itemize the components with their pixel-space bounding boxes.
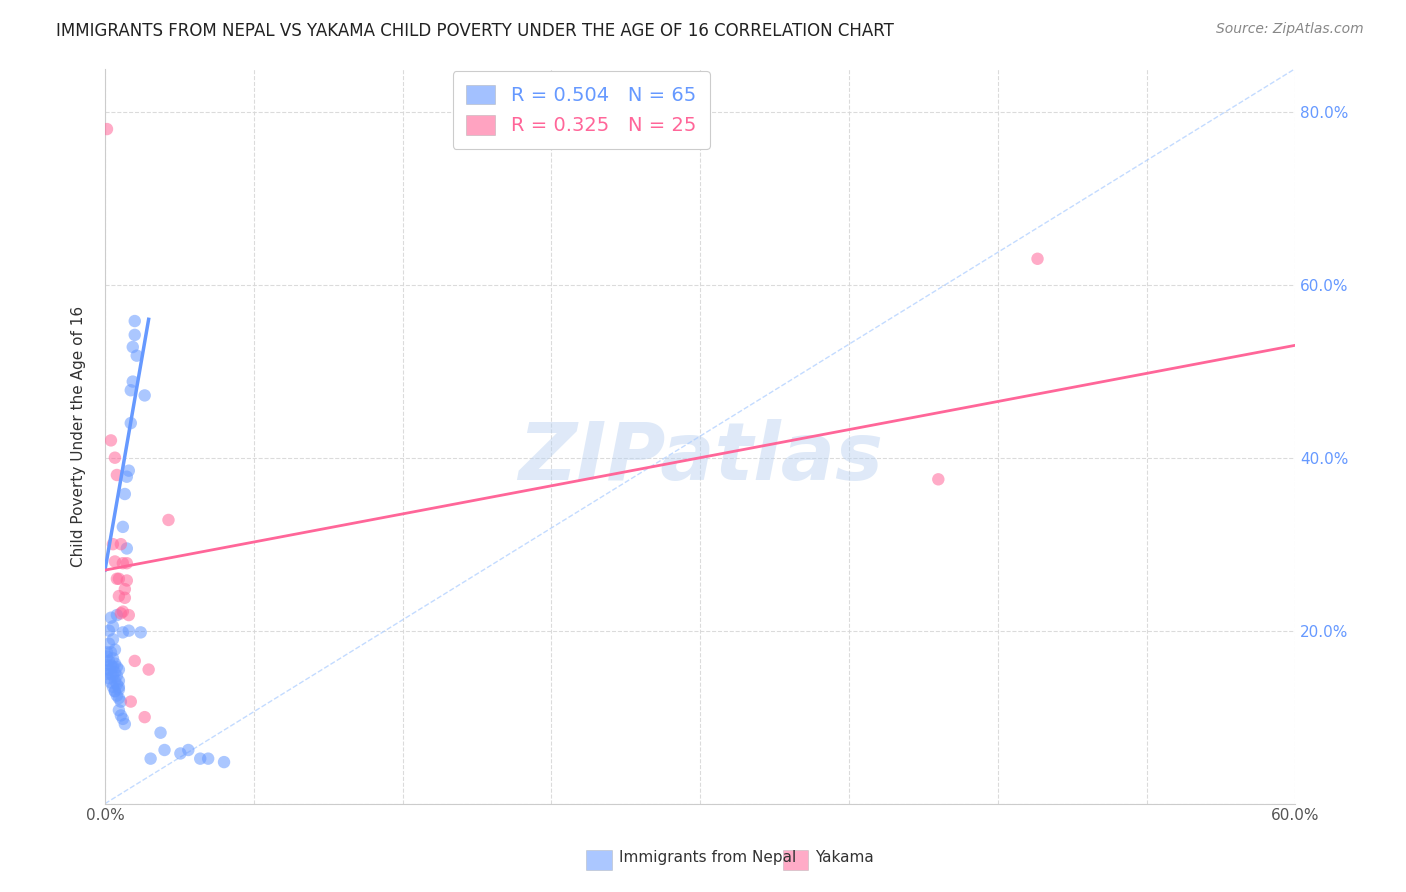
Point: [105, 668, 128, 682]
Point: [134, 710, 156, 724]
Point: [111, 556, 134, 570]
Point: [121, 340, 143, 354]
Point: [101, 668, 124, 682]
Point: [120, 383, 142, 397]
Point: [105, 689, 128, 703]
Point: [104, 657, 127, 671]
Point: [108, 682, 131, 697]
Point: [100, 666, 122, 681]
Point: [105, 608, 128, 623]
Point: [97, 654, 120, 668]
Point: [101, 660, 124, 674]
Point: [110, 708, 132, 723]
Legend: R = 0.504   N = 65, R = 0.325   N = 25: R = 0.504 N = 65, R = 0.325 N = 25: [453, 70, 710, 149]
Point: [1026, 252, 1049, 266]
Point: [134, 388, 156, 402]
Point: [124, 327, 146, 342]
Point: [110, 695, 132, 709]
Point: [124, 654, 146, 668]
Point: [97, 624, 120, 638]
Point: [104, 450, 127, 465]
Point: [125, 349, 148, 363]
Point: [104, 642, 127, 657]
Point: [111, 605, 134, 619]
Point: [111, 712, 134, 726]
Point: [115, 574, 138, 588]
Point: [101, 651, 124, 665]
Point: [100, 434, 122, 448]
Point: [105, 677, 128, 691]
Point: [100, 645, 122, 659]
Point: [157, 513, 180, 527]
Point: [197, 752, 219, 766]
Point: [108, 663, 131, 677]
Point: [149, 725, 172, 739]
Text: Yakama: Yakama: [815, 850, 875, 865]
Point: [118, 464, 141, 478]
Point: [108, 691, 131, 706]
Point: [96, 122, 118, 136]
Point: [114, 717, 136, 731]
Y-axis label: Child Poverty Under the Age of 16: Child Poverty Under the Age of 16: [72, 305, 86, 566]
Point: [108, 673, 131, 688]
Point: [101, 537, 124, 551]
Point: [138, 663, 160, 677]
Point: [124, 314, 146, 328]
Point: [114, 487, 136, 501]
Point: [212, 755, 235, 769]
Point: [188, 752, 211, 766]
Point: [108, 703, 131, 717]
Point: [114, 582, 136, 596]
Point: [96, 658, 118, 673]
Point: [101, 619, 124, 633]
Point: [96, 649, 118, 664]
Point: [104, 684, 127, 698]
Point: [96, 645, 118, 659]
Point: [118, 608, 141, 623]
Point: [120, 695, 142, 709]
Point: [101, 680, 124, 694]
Point: [104, 554, 127, 568]
Point: [100, 658, 122, 673]
Point: [105, 660, 128, 674]
Point: [153, 743, 176, 757]
Point: [108, 589, 131, 603]
Point: [111, 625, 134, 640]
Point: [97, 663, 120, 677]
Point: [115, 541, 138, 556]
Point: [115, 556, 138, 570]
Point: [177, 743, 200, 757]
Text: ZIPatlas: ZIPatlas: [517, 419, 883, 497]
Text: IMMIGRANTS FROM NEPAL VS YAKAMA CHILD POVERTY UNDER THE AGE OF 16 CORRELATION CH: IMMIGRANTS FROM NEPAL VS YAKAMA CHILD PO…: [56, 22, 894, 40]
Point: [104, 684, 127, 698]
Point: [108, 680, 131, 694]
Point: [110, 537, 132, 551]
Point: [111, 520, 134, 534]
Point: [104, 673, 127, 688]
Point: [105, 572, 128, 586]
Point: [118, 624, 141, 638]
Point: [97, 671, 120, 685]
Point: [96, 666, 118, 681]
Point: [129, 625, 152, 640]
Text: Immigrants from Nepal: Immigrants from Nepal: [619, 850, 796, 865]
Point: [100, 610, 122, 624]
Point: [115, 469, 138, 483]
Point: [927, 472, 949, 486]
Point: [101, 632, 124, 647]
Point: [114, 591, 136, 605]
Point: [100, 675, 122, 690]
Point: [169, 747, 191, 761]
Point: [105, 467, 128, 482]
Point: [104, 665, 127, 680]
Point: [110, 607, 132, 621]
Point: [120, 416, 142, 430]
Point: [108, 572, 131, 586]
Point: [97, 637, 120, 651]
Text: Source: ZipAtlas.com: Source: ZipAtlas.com: [1216, 22, 1364, 37]
Point: [139, 752, 162, 766]
Point: [121, 375, 143, 389]
